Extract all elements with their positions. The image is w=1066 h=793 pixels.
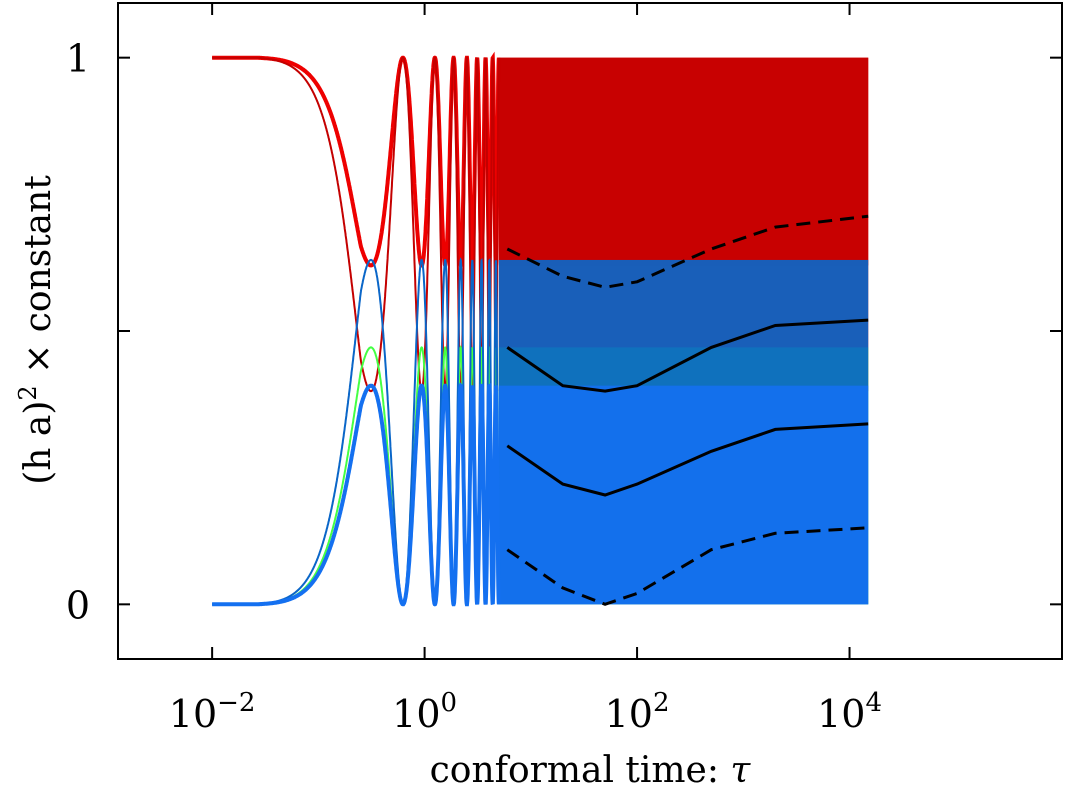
envelope-0 xyxy=(506,214,869,289)
x-axis-title: conformal time: τ xyxy=(430,750,752,791)
axis-ticks xyxy=(118,3,1062,659)
x-tick-label: 10−2 xyxy=(169,688,256,736)
envelope-2 xyxy=(506,422,869,497)
series-band-4 xyxy=(498,385,869,605)
y-tick-label: 1 xyxy=(66,37,90,81)
x-tick-label: 100 xyxy=(392,688,457,736)
envelope-3 xyxy=(506,526,869,606)
y-tick-label: 0 xyxy=(66,583,90,627)
series-4 xyxy=(212,382,869,607)
series-line-1 xyxy=(212,56,500,394)
plot-area xyxy=(212,51,869,607)
envelope-1 xyxy=(506,318,869,393)
series-line-4 xyxy=(212,382,501,607)
x-tick-label: 102 xyxy=(605,688,670,736)
x-tick-label: 104 xyxy=(817,688,882,736)
y-axis-title: (h a)2 × constant xyxy=(14,175,59,485)
tick-labels: 10−2 100 102 104 0 1 xyxy=(66,37,882,736)
